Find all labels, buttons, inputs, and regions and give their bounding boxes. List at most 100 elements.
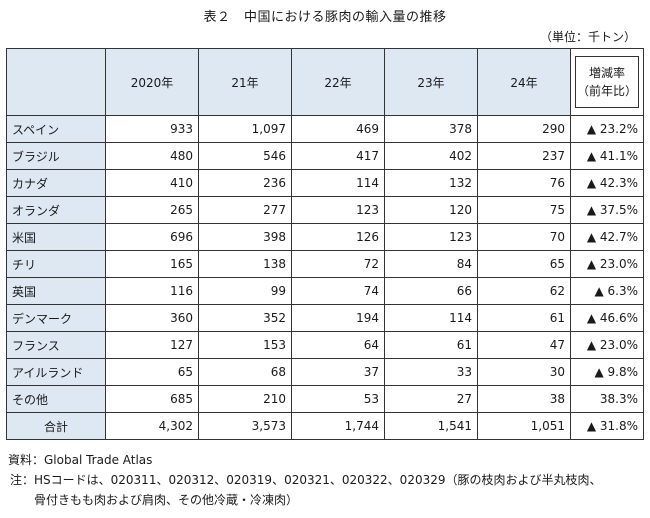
value-cell: 469 — [291, 115, 385, 143]
value-cell: 123 — [291, 196, 385, 224]
table-row: 英国 116 99 74 66 62 ▲ 6.3% — [6, 277, 644, 305]
value-cell: 114 — [384, 304, 478, 332]
value-cell: 138 — [198, 250, 292, 278]
value-cell: 66 — [384, 277, 478, 305]
table-title: 表２ 中国における豚肉の輸入量の推移 — [203, 10, 447, 25]
country-cell: 米国 — [6, 223, 106, 251]
unit-label: （単位：千トン） — [539, 30, 636, 44]
table-row: その他 685 210 53 27 38 38.3% — [6, 385, 644, 413]
rate-header-box: 増減率 （前年比） — [575, 56, 639, 108]
value-cell: 99 — [198, 277, 292, 305]
country-cell: チリ — [6, 250, 106, 278]
header-row: 2020年 21年 22年 23年 24年 増減率 （前年比） — [6, 48, 644, 116]
note-line-2: 骨付きもも肉および肩肉、その他冷蔵・冷凍肉） — [34, 493, 299, 507]
country-cell: 合計 — [6, 412, 106, 440]
rate-cell: ▲ 6.3% — [570, 277, 644, 305]
value-cell: 4,302 — [105, 412, 199, 440]
table-row: オランダ 265 277 123 120 75 ▲ 37.5% — [6, 196, 644, 224]
value-cell: 402 — [384, 142, 478, 170]
source-note: 資料：Global Trade Atlas — [8, 453, 153, 467]
value-cell: 277 — [198, 196, 292, 224]
rate-column-header: 増減率 （前年比） — [570, 48, 644, 116]
value-cell: 27 — [384, 385, 478, 413]
pork-import-table: 2020年 21年 22年 23年 24年 増減率 （前年比） スペイン 933 1… — [6, 48, 644, 440]
value-cell: 84 — [384, 250, 478, 278]
value-cell: 30 — [477, 358, 571, 386]
value-cell: 696 — [105, 223, 199, 251]
value-cell: 68 — [198, 358, 292, 386]
note-label: 注： — [9, 473, 34, 487]
value-cell: 65 — [105, 358, 199, 386]
value-cell: 132 — [384, 169, 478, 197]
country-cell: 英国 — [6, 277, 106, 305]
table-row: アイルランド 65 68 37 33 30 ▲ 9.8% — [6, 358, 644, 386]
rate-cell: ▲ 23.0% — [570, 331, 644, 359]
table-body: スペイン 933 1,097 469 378 290 ▲ 23.2% ブラジル 480 546 41… — [6, 115, 644, 440]
value-cell: 1,541 — [384, 412, 478, 440]
value-cell: 265 — [105, 196, 199, 224]
value-cell: 1,097 — [198, 115, 292, 143]
rate-header-sublabel: （前年比） — [576, 84, 637, 98]
rate-cell: ▲ 23.0% — [570, 250, 644, 278]
value-cell: 165 — [105, 250, 199, 278]
rate-cell: ▲ 42.7% — [570, 223, 644, 251]
rate-cell: ▲ 46.6% — [570, 304, 644, 332]
rate-cell: ▲ 31.8% — [570, 412, 644, 440]
value-cell: 33 — [384, 358, 478, 386]
rate-cell: ▲ 9.8% — [570, 358, 644, 386]
country-cell: オランダ — [6, 196, 106, 224]
total-row: 合計 4,302 3,573 1,744 1,541 1,051 ▲ 31.8% — [6, 412, 644, 440]
value-cell: 64 — [291, 331, 385, 359]
value-cell: 546 — [198, 142, 292, 170]
value-cell: 120 — [384, 196, 478, 224]
table-row: スペイン 933 1,097 469 378 290 ▲ 23.2% — [6, 115, 644, 143]
value-cell: 153 — [198, 331, 292, 359]
value-cell: 126 — [291, 223, 385, 251]
value-cell: 62 — [477, 277, 571, 305]
value-cell: 417 — [291, 142, 385, 170]
value-cell: 398 — [198, 223, 292, 251]
value-cell: 352 — [198, 304, 292, 332]
value-cell: 47 — [477, 331, 571, 359]
table-row: デンマーク 360 352 194 114 61 ▲ 46.6% — [6, 304, 644, 332]
country-cell: アイルランド — [6, 358, 106, 386]
value-cell: 194 — [291, 304, 385, 332]
rate-cell: ▲ 41.1% — [570, 142, 644, 170]
value-cell: 236 — [198, 169, 292, 197]
country-cell: カナダ — [6, 169, 106, 197]
value-cell: 127 — [105, 331, 199, 359]
country-cell: ブラジル — [6, 142, 106, 170]
column-header: 24年 — [477, 48, 571, 116]
country-cell: スペイン — [6, 115, 106, 143]
rate-cell: ▲ 23.2% — [570, 115, 644, 143]
value-cell: 685 — [105, 385, 199, 413]
value-cell: 210 — [198, 385, 292, 413]
value-cell: 75 — [477, 196, 571, 224]
table-row: チリ 165 138 72 84 65 ▲ 23.0% — [6, 250, 644, 278]
value-cell: 290 — [477, 115, 571, 143]
column-header: 21年 — [198, 48, 292, 116]
rate-header-label: 増減率 — [588, 66, 625, 80]
rate-cell: ▲ 37.5% — [570, 196, 644, 224]
table-row: フランス 127 153 64 61 47 ▲ 23.0% — [6, 331, 644, 359]
value-cell: 61 — [384, 331, 478, 359]
country-cell: デンマーク — [6, 304, 106, 332]
value-cell: 378 — [384, 115, 478, 143]
column-header: 23年 — [384, 48, 478, 116]
value-cell: 61 — [477, 304, 571, 332]
hs-code-note: 注：HSコードは、020311、020312、020319、020321、020… — [8, 471, 602, 489]
value-cell: 74 — [291, 277, 385, 305]
table-row: ブラジル 480 546 417 402 237 ▲ 41.1% — [6, 142, 644, 170]
value-cell: 123 — [384, 223, 478, 251]
rate-cell: 38.3% — [570, 385, 644, 413]
value-cell: 38 — [477, 385, 571, 413]
country-cell: その他 — [6, 385, 106, 413]
value-cell: 114 — [291, 169, 385, 197]
value-cell: 480 — [105, 142, 199, 170]
value-cell: 70 — [477, 223, 571, 251]
value-cell: 72 — [291, 250, 385, 278]
value-cell: 360 — [105, 304, 199, 332]
table-row: カナダ 410 236 114 132 76 ▲ 42.3% — [6, 169, 644, 197]
value-cell: 237 — [477, 142, 571, 170]
table-row: 米国 696 398 126 123 70 ▲ 42.7% — [6, 223, 644, 251]
